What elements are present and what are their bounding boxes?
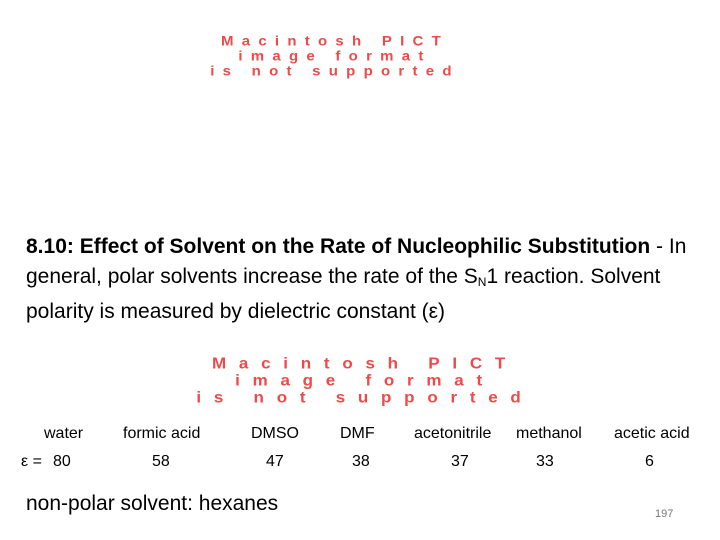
solvent-name: formic acid — [123, 425, 201, 442]
dielectric-value: 33 — [536, 453, 554, 470]
solvent-name: DMSO — [251, 425, 299, 442]
slide-body-text: 8.10: Effect of Solvent on the Rate of N… — [26, 232, 696, 327]
dielectric-value: 47 — [266, 453, 284, 470]
unsupported-image-placeholder-top: Macintosh PICT image format is not suppo… — [125, 34, 545, 78]
solvent-name: methanol — [516, 425, 582, 442]
page-number: 197 — [655, 508, 674, 520]
epsilon-label: ε = — [21, 453, 42, 470]
dielectric-value: 6 — [645, 453, 654, 470]
solvent-names-row: water formic acid DMSO DMF acetonitrile … — [0, 425, 720, 447]
dielectric-value: 37 — [451, 453, 469, 470]
solvent-name: acetic acid — [614, 425, 690, 442]
solvent-name: DMF — [340, 425, 375, 442]
placeholder-line: is not supported — [210, 63, 460, 79]
solvent-name: acetonitrile — [414, 425, 492, 442]
placeholder-line: Macintosh PICT — [220, 33, 449, 49]
nonpolar-solvent-note: non-polar solvent: hexanes — [26, 492, 279, 515]
dielectric-value: 38 — [352, 453, 370, 470]
solvent-name: water — [44, 425, 84, 442]
body-text-part-2: 1 reaction. Solvent polarity is measured… — [26, 265, 661, 323]
dielectric-value: 80 — [53, 453, 71, 470]
unsupported-image-placeholder-middle: Macintosh PICT image format is not suppo… — [30, 355, 700, 405]
dielectric-value: 58 — [152, 453, 170, 470]
placeholder-line: image format — [235, 371, 495, 389]
dielectric-values-row: ε = 80 58 47 38 37 33 6 — [0, 453, 720, 475]
section-heading: 8.10: Effect of Solvent on the Rate of N… — [26, 235, 651, 258]
placeholder-line: is not supported — [196, 388, 534, 406]
body-text-part-1: - In general, polar solvents increase th… — [26, 235, 687, 288]
placeholder-line: Macintosh PICT — [211, 354, 518, 372]
subscript-n: N — [477, 275, 487, 289]
placeholder-line: image format — [238, 48, 432, 64]
